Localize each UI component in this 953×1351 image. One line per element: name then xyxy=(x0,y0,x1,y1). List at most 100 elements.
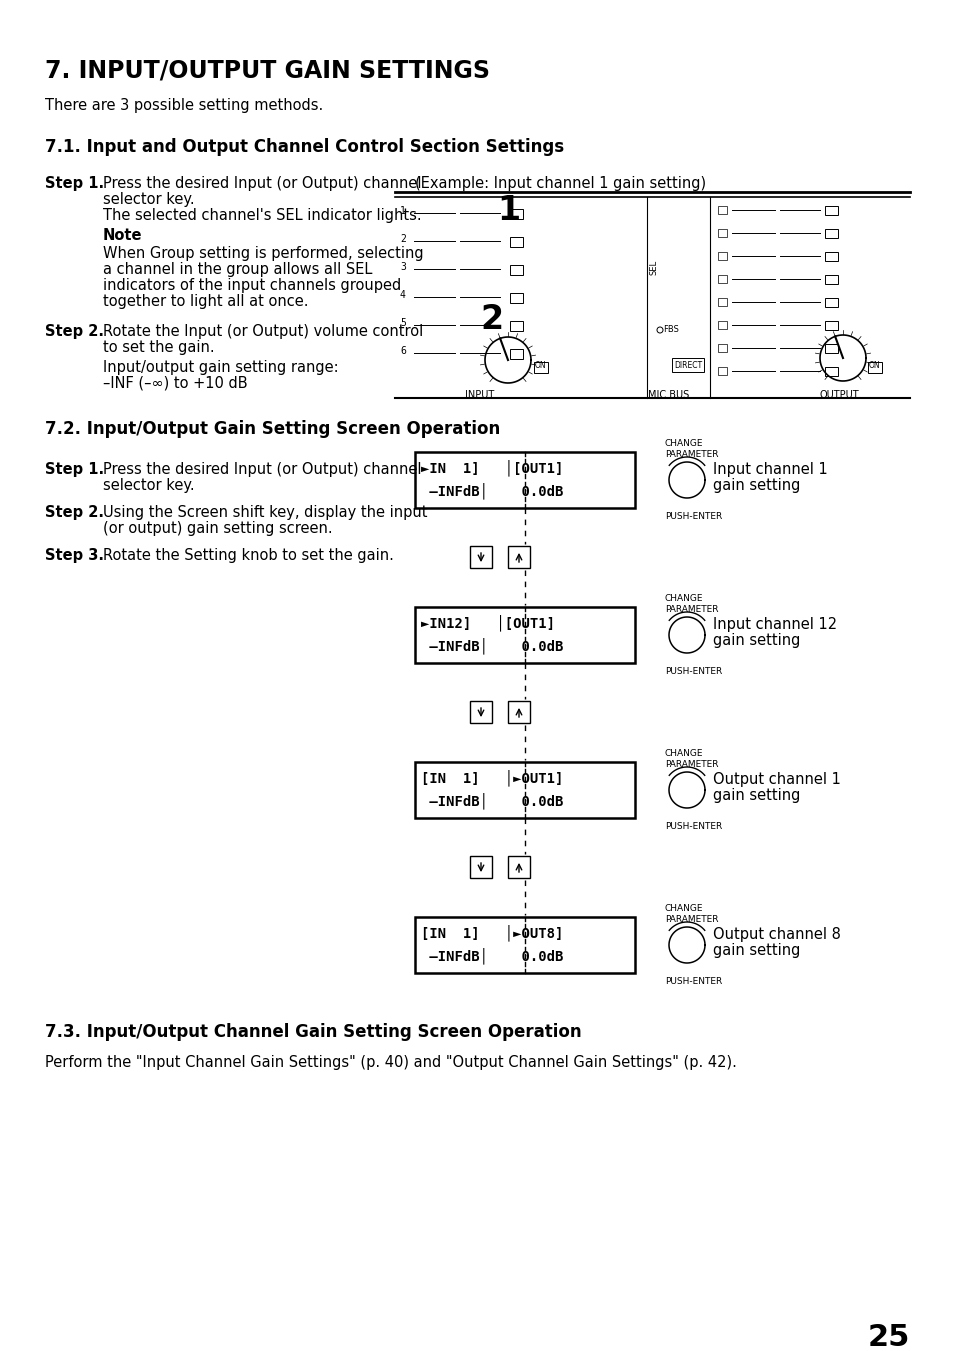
Text: Using the Screen shift key, display the input: Using the Screen shift key, display the … xyxy=(103,505,427,520)
Text: Press the desired Input (or Output) channel: Press the desired Input (or Output) chan… xyxy=(103,176,421,190)
Text: PARAMETER: PARAMETER xyxy=(664,605,718,613)
Text: PUSH-ENTER: PUSH-ENTER xyxy=(664,667,721,676)
Text: Press the desired Input (or Output) channel: Press the desired Input (or Output) chan… xyxy=(103,462,421,477)
Text: ►IN  1]   │[OUT1]: ►IN 1] │[OUT1] xyxy=(420,459,563,476)
Text: –INFdB│    0.0dB: –INFdB│ 0.0dB xyxy=(420,638,563,654)
Text: ON: ON xyxy=(868,361,880,370)
Text: Step 1.: Step 1. xyxy=(45,176,104,190)
Bar xyxy=(824,253,837,261)
Text: Step 2.: Step 2. xyxy=(45,505,104,520)
Text: gain setting: gain setting xyxy=(712,634,800,648)
Bar xyxy=(824,230,837,238)
Text: CHANGE: CHANGE xyxy=(664,748,702,758)
Text: ON: ON xyxy=(535,361,546,370)
Text: FBS: FBS xyxy=(662,326,679,334)
Text: (or output) gain setting screen.: (or output) gain setting screen. xyxy=(103,521,333,536)
Text: 7.3. Input/Output Channel Gain Setting Screen Operation: 7.3. Input/Output Channel Gain Setting S… xyxy=(45,1023,581,1042)
Bar xyxy=(534,362,547,373)
FancyBboxPatch shape xyxy=(415,453,635,508)
Text: –INFdB│    0.0dB: –INFdB│ 0.0dB xyxy=(420,482,563,499)
Text: CHANGE: CHANGE xyxy=(664,439,702,449)
Bar xyxy=(718,322,726,330)
Bar xyxy=(510,293,522,303)
Text: DIRECT: DIRECT xyxy=(673,361,701,370)
Bar xyxy=(718,205,726,213)
Text: –INF (–∞) to +10 dB: –INF (–∞) to +10 dB xyxy=(103,376,248,390)
Text: Step 2.: Step 2. xyxy=(45,324,104,339)
Text: INPUT: INPUT xyxy=(464,390,494,400)
Bar xyxy=(510,322,522,331)
Text: MIC BUS: MIC BUS xyxy=(647,390,688,400)
Bar xyxy=(671,358,703,372)
Text: CHANGE: CHANGE xyxy=(664,594,702,603)
Text: Input/output gain setting range:: Input/output gain setting range: xyxy=(103,359,338,376)
Text: together to light all at once.: together to light all at once. xyxy=(103,295,308,309)
Text: gain setting: gain setting xyxy=(712,478,800,493)
Text: 2: 2 xyxy=(479,303,502,336)
Text: 6: 6 xyxy=(399,346,405,357)
Text: PARAMETER: PARAMETER xyxy=(664,450,718,459)
Text: The selected channel's SEL indicator lights.: The selected channel's SEL indicator lig… xyxy=(103,208,421,223)
Text: –INFdB│    0.0dB: –INFdB│ 0.0dB xyxy=(420,947,563,963)
Bar xyxy=(507,857,530,878)
Text: to set the gain.: to set the gain. xyxy=(103,340,214,355)
Text: selector key.: selector key. xyxy=(103,478,194,493)
Text: There are 3 possible setting methods.: There are 3 possible setting methods. xyxy=(45,99,323,113)
Bar xyxy=(718,230,726,236)
Bar xyxy=(718,253,726,259)
Text: ►IN12]   │[OUT1]: ►IN12] │[OUT1] xyxy=(420,613,555,631)
Text: [IN  1]   │►OUT1]: [IN 1] │►OUT1] xyxy=(420,769,563,786)
Text: OUTPUT: OUTPUT xyxy=(820,390,859,400)
Text: 3: 3 xyxy=(399,262,405,272)
Bar xyxy=(510,209,522,219)
Text: PARAMETER: PARAMETER xyxy=(664,761,718,769)
Bar xyxy=(867,362,882,373)
Text: –INFdB│    0.0dB: –INFdB│ 0.0dB xyxy=(420,792,563,809)
Bar xyxy=(470,701,492,723)
Text: Perform the "Input Channel Gain Settings" (p. 40) and "Output Channel Gain Setti: Perform the "Input Channel Gain Settings… xyxy=(45,1055,736,1070)
Text: 7.1. Input and Output Channel Control Section Settings: 7.1. Input and Output Channel Control Se… xyxy=(45,138,563,155)
Bar xyxy=(824,345,837,353)
Bar xyxy=(470,546,492,567)
Bar xyxy=(824,367,837,376)
Bar xyxy=(718,345,726,353)
Bar xyxy=(718,276,726,282)
Text: gain setting: gain setting xyxy=(712,788,800,802)
Text: Note: Note xyxy=(103,228,142,243)
Text: SEL: SEL xyxy=(649,259,659,276)
Bar xyxy=(507,701,530,723)
Text: 25: 25 xyxy=(866,1323,909,1351)
Text: Input channel 12: Input channel 12 xyxy=(712,617,836,632)
Bar xyxy=(507,546,530,567)
Text: Output channel 8: Output channel 8 xyxy=(712,927,840,942)
Bar xyxy=(718,299,726,305)
Text: 1: 1 xyxy=(497,195,519,227)
Text: Output channel 1: Output channel 1 xyxy=(712,771,840,788)
Text: a channel in the group allows all SEL: a channel in the group allows all SEL xyxy=(103,262,372,277)
Text: indicators of the input channels grouped: indicators of the input channels grouped xyxy=(103,278,401,293)
Bar xyxy=(824,205,837,215)
Text: Step 3.: Step 3. xyxy=(45,549,104,563)
Text: (Example: Input channel 1 gain setting): (Example: Input channel 1 gain setting) xyxy=(415,176,705,190)
Text: PUSH-ENTER: PUSH-ENTER xyxy=(664,977,721,986)
Text: PARAMETER: PARAMETER xyxy=(664,915,718,924)
Text: 5: 5 xyxy=(399,317,405,328)
Text: PUSH-ENTER: PUSH-ENTER xyxy=(664,821,721,831)
Circle shape xyxy=(657,327,662,332)
Text: Step 1.: Step 1. xyxy=(45,462,104,477)
Text: 7.2. Input/Output Gain Setting Screen Operation: 7.2. Input/Output Gain Setting Screen Op… xyxy=(45,420,499,438)
Text: selector key.: selector key. xyxy=(103,192,194,207)
Text: PUSH-ENTER: PUSH-ENTER xyxy=(664,512,721,521)
Text: When Group setting is performed, selecting: When Group setting is performed, selecti… xyxy=(103,246,423,261)
Text: Rotate the Setting knob to set the gain.: Rotate the Setting knob to set the gain. xyxy=(103,549,394,563)
Bar xyxy=(718,367,726,376)
Text: gain setting: gain setting xyxy=(712,943,800,958)
Text: [IN  1]   │►OUT8]: [IN 1] │►OUT8] xyxy=(420,924,563,940)
FancyBboxPatch shape xyxy=(415,917,635,973)
Text: Rotate the Input (or Output) volume control: Rotate the Input (or Output) volume cont… xyxy=(103,324,423,339)
Text: 1: 1 xyxy=(399,205,405,216)
Bar xyxy=(510,349,522,359)
Text: CHANGE: CHANGE xyxy=(664,904,702,913)
Bar xyxy=(510,236,522,247)
Bar xyxy=(824,276,837,284)
